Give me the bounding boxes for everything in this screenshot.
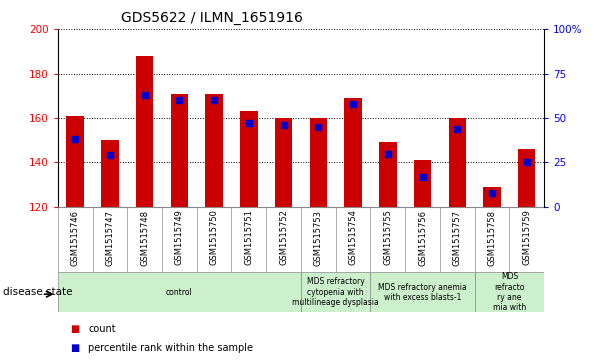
Text: ■: ■ [70, 343, 79, 354]
Bar [101, 140, 119, 207]
Bar [483, 187, 501, 207]
Bar [58, 272, 301, 312]
Text: ■: ■ [70, 323, 79, 334]
Text: GSM1515747: GSM1515747 [105, 209, 114, 265]
Text: GSM1515755: GSM1515755 [383, 209, 392, 265]
Bar [475, 272, 544, 312]
Bar [301, 272, 370, 312]
Bar [275, 118, 292, 207]
Text: percentile rank within the sample: percentile rank within the sample [88, 343, 253, 354]
Text: count: count [88, 323, 116, 334]
Bar [370, 272, 475, 312]
Text: GSM1515748: GSM1515748 [140, 209, 149, 265]
Text: GSM1515749: GSM1515749 [175, 209, 184, 265]
Bar [344, 98, 362, 207]
Text: GSM1515751: GSM1515751 [244, 209, 254, 265]
Bar [206, 94, 223, 207]
Text: GSM1515759: GSM1515759 [522, 209, 531, 265]
Text: MDS
refracto
ry ane
mia with: MDS refracto ry ane mia with [493, 272, 526, 312]
Bar [136, 56, 153, 207]
Bar [449, 118, 466, 207]
Text: GSM1515754: GSM1515754 [348, 209, 358, 265]
Text: MDS refractory anemia
with excess blasts-1: MDS refractory anemia with excess blasts… [378, 282, 467, 302]
Bar [518, 149, 536, 207]
Text: MDS refractory
cytopenia with
multilineage dysplasia: MDS refractory cytopenia with multilinea… [292, 277, 379, 307]
Text: GSM1515750: GSM1515750 [210, 209, 219, 265]
Text: GSM1515756: GSM1515756 [418, 209, 427, 265]
Text: GSM1515758: GSM1515758 [488, 209, 497, 265]
Bar [171, 94, 188, 207]
Text: GSM1515757: GSM1515757 [453, 209, 462, 265]
Bar [66, 116, 84, 207]
Text: GDS5622 / ILMN_1651916: GDS5622 / ILMN_1651916 [121, 11, 303, 25]
Bar [309, 118, 327, 207]
Text: GSM1515752: GSM1515752 [279, 209, 288, 265]
Text: GSM1515746: GSM1515746 [71, 209, 80, 265]
Bar [414, 160, 431, 207]
Text: disease state: disease state [3, 287, 72, 297]
Text: control: control [166, 288, 193, 297]
Bar [379, 142, 396, 207]
Text: GSM1515753: GSM1515753 [314, 209, 323, 265]
Bar [240, 111, 258, 207]
